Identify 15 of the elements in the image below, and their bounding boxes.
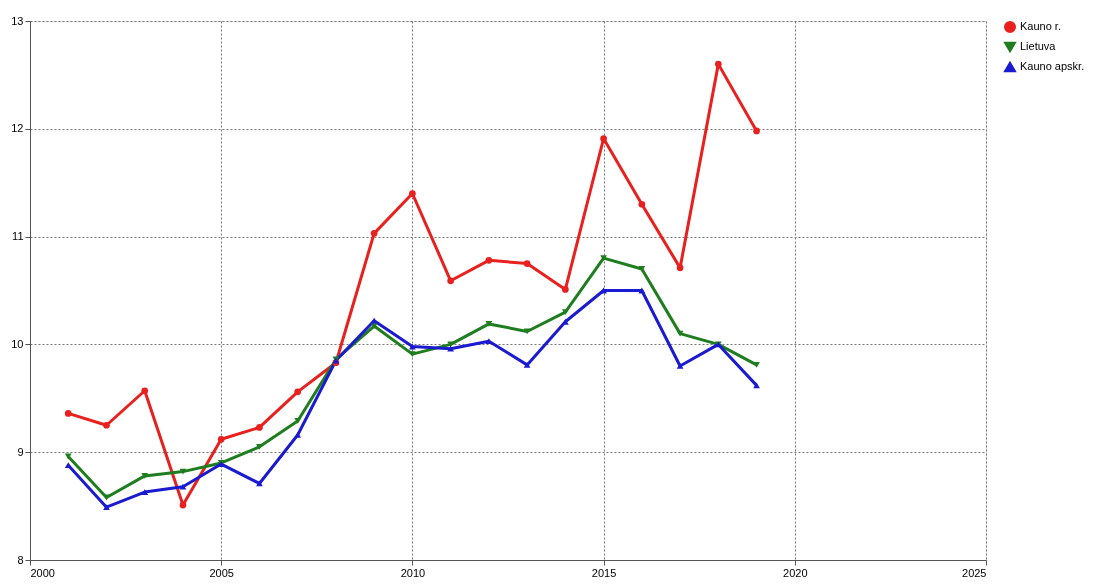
y-tick-label: 13 <box>11 14 24 27</box>
x-tick-label: 2010 <box>400 566 426 579</box>
x-tick-label: 2020 <box>783 566 808 579</box>
y-tick-label: 11 <box>12 230 24 243</box>
y-tick-label: 12 <box>11 122 24 135</box>
x-tick-label: 2015 <box>591 566 617 579</box>
legend-label: Kauno r. <box>1020 20 1061 32</box>
x-tick-label: 2005 <box>209 566 234 579</box>
y-tick-label: 9 <box>17 445 24 458</box>
legend-label: Lietuva <box>1020 40 1057 52</box>
y-tick-label: 8 <box>17 553 24 566</box>
x-tick-label: 2000 <box>30 566 55 579</box>
x-tick-label: 2025 <box>962 566 987 579</box>
legend-label: Kauno apskr. <box>1020 60 1085 72</box>
y-tick-label: 10 <box>11 337 24 350</box>
